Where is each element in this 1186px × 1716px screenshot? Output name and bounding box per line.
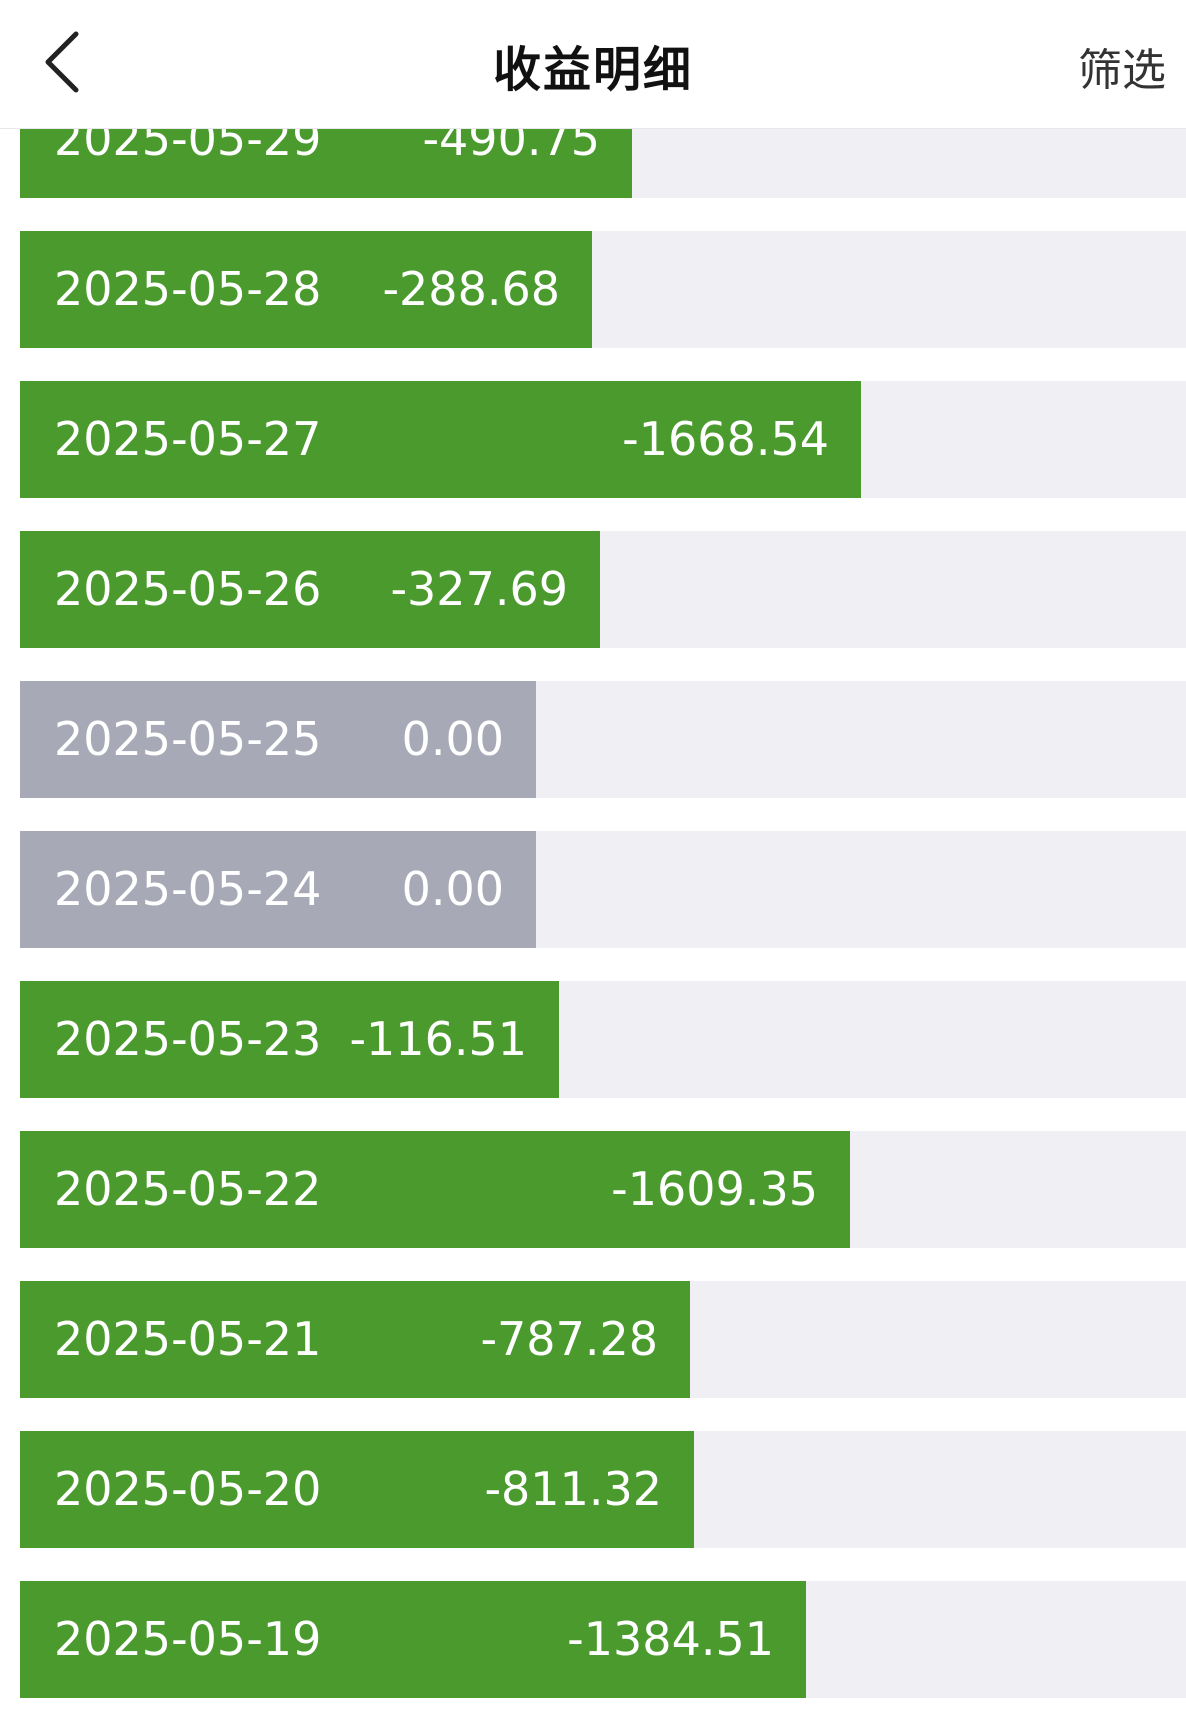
earnings-bar xyxy=(20,981,559,1098)
row-amount: -787.28 xyxy=(480,1312,658,1366)
row-date: 2025-05-19 xyxy=(54,1612,322,1666)
row-date: 2025-05-26 xyxy=(54,562,322,616)
earnings-bar xyxy=(20,381,861,498)
row-amount: -1609.35 xyxy=(611,1162,818,1216)
row-date: 2025-05-25 xyxy=(54,712,322,766)
list-item[interactable]: 2025-05-27 -1668.54 xyxy=(20,381,1186,498)
list-item[interactable]: 2025-05-25 0.00 xyxy=(20,681,1186,798)
row-date: 2025-05-23 xyxy=(54,1012,322,1066)
row-date: 2025-05-27 xyxy=(54,412,322,466)
row-amount: -1384.51 xyxy=(567,1612,774,1666)
page-title: 收益明细 xyxy=(492,42,693,98)
nav-header: 收益明细 筛选 xyxy=(0,0,1186,129)
earnings-bar xyxy=(20,1581,806,1698)
list-item[interactable]: 2025-05-22 -1609.35 xyxy=(20,1131,1186,1248)
list-item[interactable]: 2025-05-23 -116.51 xyxy=(20,981,1186,1098)
earnings-bar xyxy=(20,1131,850,1248)
chevron-left-icon[interactable] xyxy=(34,24,94,100)
row-date: 2025-05-28 xyxy=(54,262,322,316)
row-amount: -288.68 xyxy=(382,262,560,316)
earnings-bar xyxy=(20,1281,690,1398)
list-item[interactable]: 2025-05-21 -787.28 xyxy=(20,1281,1186,1398)
row-date: 2025-05-22 xyxy=(54,1162,322,1216)
row-amount: -811.32 xyxy=(484,1462,662,1516)
list-item[interactable]: 2025-05-19 -1384.51 xyxy=(20,1581,1186,1698)
list-item[interactable]: 2025-05-28 -288.68 xyxy=(20,231,1186,348)
row-date: 2025-05-20 xyxy=(54,1462,322,1516)
row-amount: -116.51 xyxy=(349,1012,527,1066)
row-amount: -1668.54 xyxy=(622,412,829,466)
row-amount: -327.69 xyxy=(390,562,568,616)
earnings-bar xyxy=(20,231,592,348)
row-date: 2025-05-21 xyxy=(54,1312,322,1366)
earnings-bar xyxy=(20,1431,694,1548)
list-item[interactable]: 2025-05-26 -327.69 xyxy=(20,531,1186,648)
list-item[interactable]: 2025-05-24 0.00 xyxy=(20,831,1186,948)
filter-button[interactable]: 筛选 xyxy=(1078,45,1166,96)
earnings-bar xyxy=(20,831,536,948)
row-amount: 0.00 xyxy=(401,712,504,766)
earnings-bar xyxy=(20,681,536,798)
row-amount: 0.00 xyxy=(401,862,504,916)
earnings-bar xyxy=(20,531,600,648)
list-item[interactable]: 2025-05-20 -811.32 xyxy=(20,1431,1186,1548)
row-date: 2025-05-24 xyxy=(54,862,322,916)
